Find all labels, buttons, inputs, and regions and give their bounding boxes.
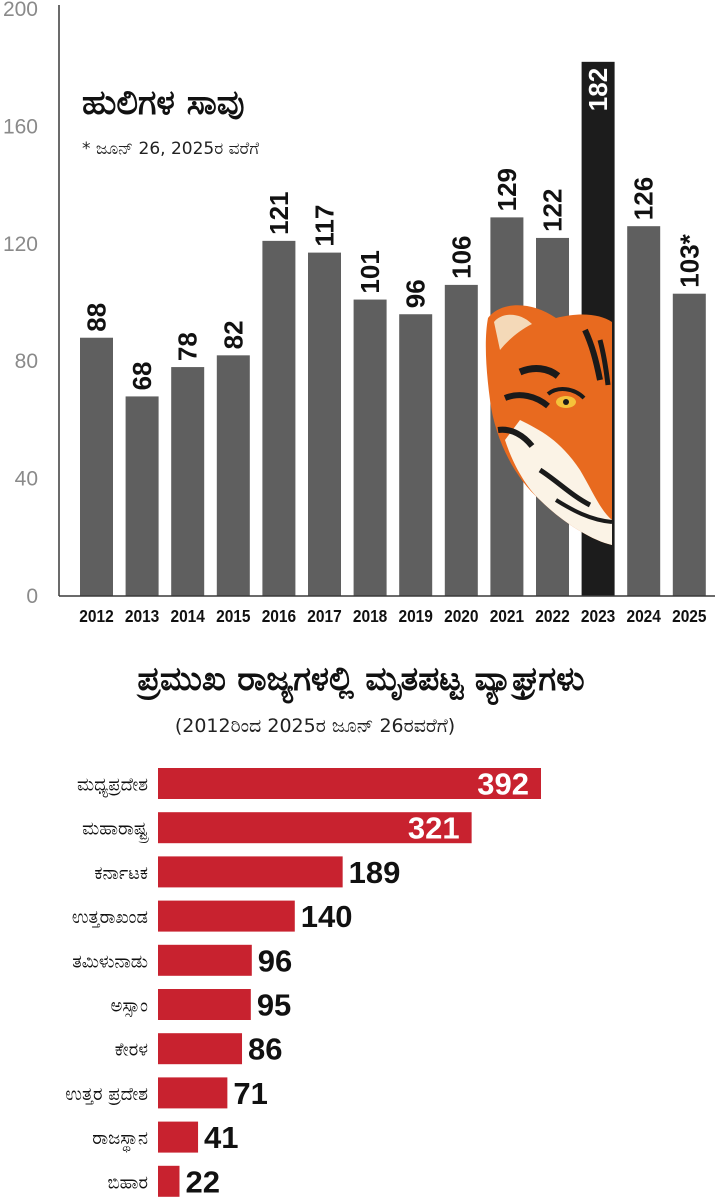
bar-value-label: 122 (538, 189, 568, 232)
bar-value-label: 117 (310, 205, 340, 247)
state-name-label: ಮಹಾರಾಷ್ಟ್ರ (82, 819, 149, 843)
state-name-label: ಉತ್ತರಾಖಂಡ (72, 907, 148, 928)
y-axis: 0 40 80 120 160 200 (3, 0, 60, 608)
state-bar-6 (158, 1033, 243, 1065)
bar-value-label: 126 (629, 177, 659, 220)
bar-2024 (627, 226, 661, 596)
x-tick-label: 2012 (79, 606, 113, 626)
state-value-label: 321 (408, 811, 460, 846)
x-tick-label: 2015 (216, 606, 250, 626)
bar-value-label: 121 (264, 191, 294, 234)
y-tick-label: 200 (3, 0, 38, 21)
bar-2018 (353, 299, 387, 596)
state-bar-7 (158, 1077, 228, 1109)
bar-value-label: 101 (355, 250, 385, 293)
yearly-bars (80, 61, 706, 597)
state-name-label: ರಾಜಸ್ಥಾನ (92, 1128, 148, 1153)
state-value-label: 189 (349, 855, 401, 890)
x-tick-label: 2020 (444, 606, 478, 626)
state-value-label: 41 (204, 1120, 238, 1155)
bar-2020 (444, 284, 478, 596)
state-value-label: 71 (233, 1076, 267, 1111)
state-name-label: ಉತ್ತರ ಪ್ರದೇಶ (65, 1084, 148, 1105)
bar-value-label: 96 (401, 279, 431, 308)
bar-chart-subtitle: * ಜೂನ್ 26, 2025ರ ವರೆಗೆ (82, 139, 259, 159)
x-tick-label: 2019 (398, 606, 432, 626)
state-name-label: ಕೇರಳ (115, 1040, 149, 1061)
bar-2013 (125, 396, 159, 596)
state-name-label: ಕರ್ನಾಟಕ (94, 863, 148, 884)
bar-2016 (262, 240, 296, 597)
tiger-face-illustration (485, 305, 613, 545)
state-bar-0 (158, 768, 541, 799)
y-tick-label: 0 (26, 585, 38, 608)
x-tick-label: 2016 (262, 606, 296, 626)
state-bar-1 (158, 812, 472, 844)
state-value-label: 392 (477, 767, 529, 802)
bar-value-label: 103* (674, 233, 704, 287)
state-bar-9 (158, 1165, 180, 1197)
bar-2015 (216, 355, 250, 596)
state-bar-5 (158, 989, 251, 1020)
bar-2017 (308, 252, 341, 597)
y-tick-label: 80 (15, 350, 38, 373)
x-tick-label: 2014 (170, 606, 205, 626)
state-value-label: 140 (301, 899, 353, 934)
bar-value-label: 182 (583, 68, 613, 111)
state-chart-title: ಪ್ರಮುಖ ರಾಜ್ಯಗಳಲ್ಲಿ ಮೃತಪಟ್ಟ ವ್ಯಾಘ್ರಗಳು (136, 659, 585, 705)
state-bars: ಮಧ್ಯಪ್ರದೇಶ 392 ಮಹಾರಾಷ್ಟ್ರ 321 ಕರ್ನಾಟಕ 189 ಉತ್ತ… (65, 767, 541, 1199)
state-value-label: 86 (248, 1032, 282, 1067)
y-tick-label: 120 (3, 233, 38, 256)
bar-2014 (171, 367, 205, 596)
x-tick-label: 2024 (626, 606, 661, 626)
bar-2025 (672, 293, 706, 596)
bar-value-label: 88 (82, 303, 112, 332)
state-chart-subtitle: (2012ರಿಂದ 2025ರ ಜೂನ್ 26ರವರೆಗೆ) (175, 715, 455, 737)
x-tick-label: 2021 (490, 606, 524, 626)
x-tick-label: 2023 (581, 606, 615, 626)
x-tick-label: 2025 (672, 606, 706, 626)
x-axis: 2012 2013 2014 2015 2016 2017 2018 2019 2020 2021… (59, 595, 715, 626)
bar-value-label: 82 (218, 320, 248, 349)
state-value-label: 95 (257, 988, 291, 1023)
x-tick-label: 2018 (353, 606, 387, 626)
bar-value-label: 106 (446, 235, 476, 278)
state-name-label: ಬಿಹಾರ (108, 1172, 148, 1193)
state-bar-3 (158, 900, 295, 932)
bar-2012 (80, 337, 113, 596)
state-name-label: ತಮಿಳುನಾಡು (72, 951, 148, 972)
bar-value-label: 129 (492, 168, 522, 211)
state-value-label: 96 (258, 943, 292, 978)
x-tick-label: 2013 (125, 606, 159, 626)
bar-2019 (399, 314, 433, 596)
state-bar-2 (158, 856, 343, 888)
y-tick-label: 160 (3, 115, 38, 138)
state-name-label: ಅಸ್ಸಾಂ (111, 996, 149, 1018)
bar-value-labels: 88 68 78 82 121 117 101 96 106 129 122 182 126 103* (82, 68, 705, 391)
bar-value-label: 78 (173, 332, 203, 361)
y-tick-label: 40 (15, 468, 38, 491)
state-bar-8 (158, 1121, 199, 1153)
bar-chart-title: ಹುಲಿಗಳ ಸಾವು (82, 83, 245, 123)
bar-value-label: 68 (127, 361, 157, 390)
state-bar-4 (158, 944, 252, 976)
x-tick-label: 2017 (307, 606, 341, 626)
state-value-label: 22 (185, 1164, 219, 1199)
x-tick-label: 2022 (535, 606, 569, 626)
state-name-label: ಮಧ್ಯಪ್ರದೇಶ (77, 775, 148, 798)
